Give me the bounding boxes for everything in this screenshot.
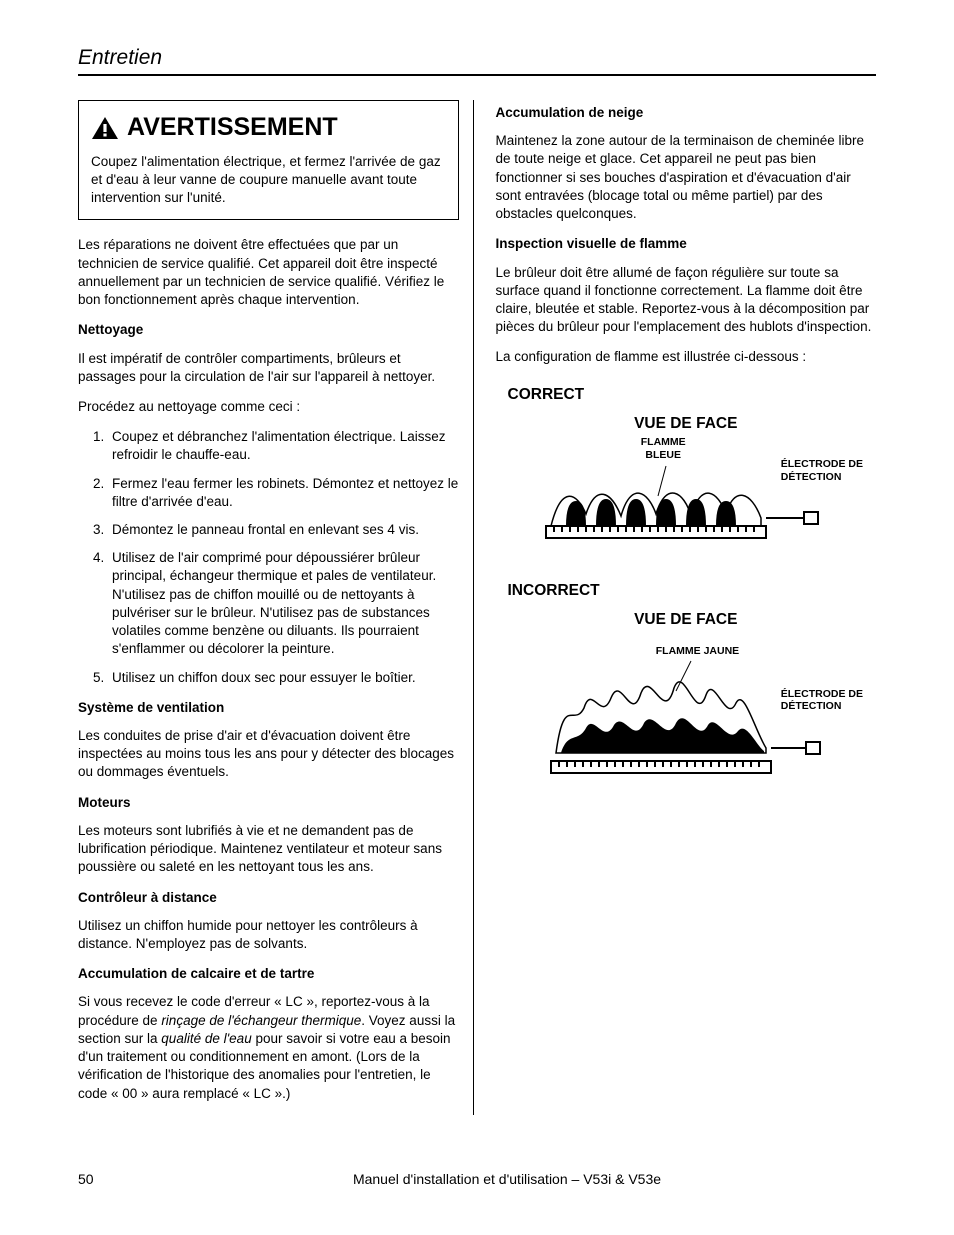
label-electrode-2: ÉLECTRODE DE DÉTECTION xyxy=(781,688,863,712)
heading-nettoyage: Nettoyage xyxy=(78,321,459,339)
heading-controleur: Contrôleur à distance xyxy=(78,889,459,907)
warning-body: Coupez l'alimentation électrique, et fer… xyxy=(91,153,446,208)
warning-callout: AVERTISSEMENT Coupez l'alimentation élec… xyxy=(78,100,459,220)
footer-text: Manuel d'installation et d'utilisation –… xyxy=(138,1171,876,1187)
figure-incorrect-title: VUE DE FACE xyxy=(496,610,877,631)
section-heading: Entretien xyxy=(78,46,876,76)
label-flamme-bleue: FLAMME BLEUE xyxy=(641,436,686,460)
figure-correct-svg-wrap: FLAMME BLEUE ÉLECTRODE DE DÉTECTION xyxy=(506,436,866,551)
step-item: Coupez et débranchez l'alimentation élec… xyxy=(108,428,459,464)
heading-calcaire: Accumulation de calcaire et de tartre xyxy=(78,965,459,983)
figure-incorrect-label: INCORRECT xyxy=(508,581,877,602)
warning-icon xyxy=(91,116,119,140)
page: Entretien AVERTISSEMENT Coupez l'aliment… xyxy=(0,0,954,1235)
step-item: Démontez le panneau frontal en enlevant … xyxy=(108,521,459,539)
inspection-p1: Le brûleur doit être allumé de façon rég… xyxy=(496,264,877,337)
nettoyage-p1: Il est impératif de contrôler compartime… xyxy=(78,350,459,386)
page-number: 50 xyxy=(78,1171,138,1187)
calcaire-body: Si vous recevez le code d'erreur « LC »,… xyxy=(78,993,459,1102)
heading-inspection: Inspection visuelle de flamme xyxy=(496,235,877,253)
ventilation-body: Les conduites de prise d'air et d'évacua… xyxy=(78,727,459,782)
label-flamme-jaune: FLAMME JAUNE xyxy=(656,645,739,657)
left-column: AVERTISSEMENT Coupez l'alimentation élec… xyxy=(78,100,474,1115)
controleur-body: Utilisez un chiffon humide pour nettoyer… xyxy=(78,917,459,953)
label-electrode: ÉLECTRODE DE DÉTECTION xyxy=(781,458,863,482)
neige-body: Maintenez la zone autour de la terminais… xyxy=(496,132,877,223)
warning-heading: AVERTISSEMENT xyxy=(91,111,446,145)
step-item: Fermez l'eau fermer les robinets. Démont… xyxy=(108,475,459,511)
figure-incorrect-svg-wrap: FLAMME JAUNE ÉLECTRODE DE DÉTECTION xyxy=(506,633,866,793)
burner-correct-svg xyxy=(506,436,866,551)
figure-correct: CORRECT VUE DE FACE FLAMME BLEUE ÉLECTRO… xyxy=(496,385,877,552)
moteurs-body: Les moteurs sont lubrifiés à vie et ne d… xyxy=(78,822,459,877)
inspection-p2: La configuration de flamme est illustrée… xyxy=(496,348,877,366)
figure-correct-label: CORRECT xyxy=(508,385,877,406)
warning-heading-text: AVERTISSEMENT xyxy=(127,111,338,145)
heading-moteurs: Moteurs xyxy=(78,794,459,812)
intro-paragraph: Les réparations ne doivent être effectué… xyxy=(78,236,459,309)
nettoyage-steps: Coupez et débranchez l'alimentation élec… xyxy=(78,428,459,687)
nettoyage-p2: Procédez au nettoyage comme ceci : xyxy=(78,398,459,416)
right-column: Accumulation de neige Maintenez la zone … xyxy=(474,100,877,1115)
heading-neige: Accumulation de neige xyxy=(496,104,877,122)
heading-ventilation: Système de ventilation xyxy=(78,699,459,717)
figure-correct-title: VUE DE FACE xyxy=(496,414,877,435)
calcaire-em1: rinçage de l'échangeur thermique xyxy=(161,1013,361,1028)
step-item: Utilisez de l'air comprimé pour dépoussi… xyxy=(108,549,459,658)
calcaire-em2: qualité de l'eau xyxy=(161,1031,251,1046)
step-item: Utilisez un chiffon doux sec pour essuye… xyxy=(108,669,459,687)
figure-incorrect: INCORRECT VUE DE FACE FLAMME JAUNE ÉLECT… xyxy=(496,581,877,793)
two-column-layout: AVERTISSEMENT Coupez l'alimentation élec… xyxy=(78,100,876,1115)
page-footer: 50 Manuel d'installation et d'utilisatio… xyxy=(78,1171,876,1187)
